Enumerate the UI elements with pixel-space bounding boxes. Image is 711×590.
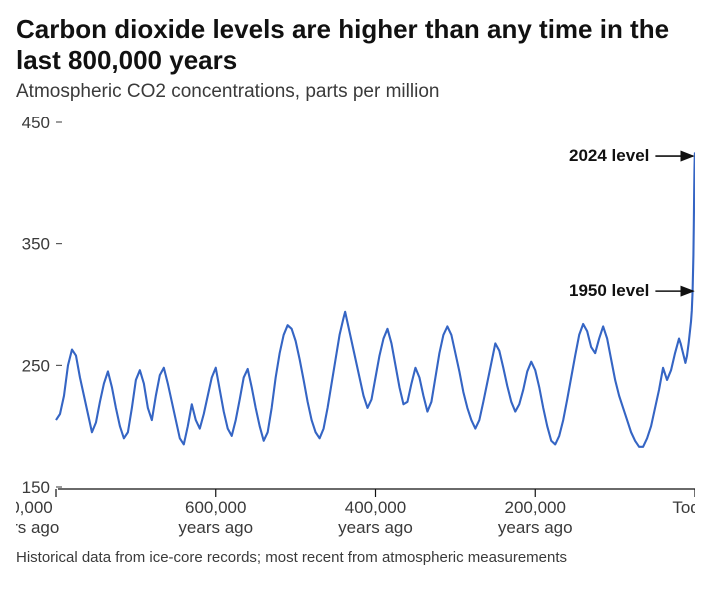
x-tick-label: Today xyxy=(672,498,695,517)
chart-footnote: Historical data from ice-core records; m… xyxy=(16,549,695,566)
y-tick-label: 150 xyxy=(22,478,50,497)
chart-title: Carbon dioxide levels are higher than an… xyxy=(16,14,695,75)
x-tick-label: 600,000 xyxy=(185,498,246,517)
x-tick-label: years ago xyxy=(498,518,573,537)
x-tick-label: 200,000 xyxy=(505,498,566,517)
chart-subtitle: Atmospheric CO2 concentrations, parts pe… xyxy=(16,81,695,103)
y-tick-label: 450 xyxy=(22,117,50,132)
x-tick-label: 800,000 xyxy=(16,498,53,517)
chart-card: Carbon dioxide levels are higher than an… xyxy=(0,0,711,574)
chart-plot-area: 150250350450800,000years ago600,000years… xyxy=(16,117,695,537)
annotation-label: 2024 level xyxy=(569,146,649,165)
annotation-label: 1950 level xyxy=(569,281,649,300)
x-tick-label: years ago xyxy=(178,518,253,537)
line-chart-svg: 150250350450800,000years ago600,000years… xyxy=(16,117,695,537)
x-tick-label: 400,000 xyxy=(345,498,406,517)
y-tick-label: 350 xyxy=(22,235,50,254)
x-tick-label: years ago xyxy=(338,518,413,537)
x-tick-label: years ago xyxy=(16,518,59,537)
y-tick-label: 250 xyxy=(22,357,50,376)
